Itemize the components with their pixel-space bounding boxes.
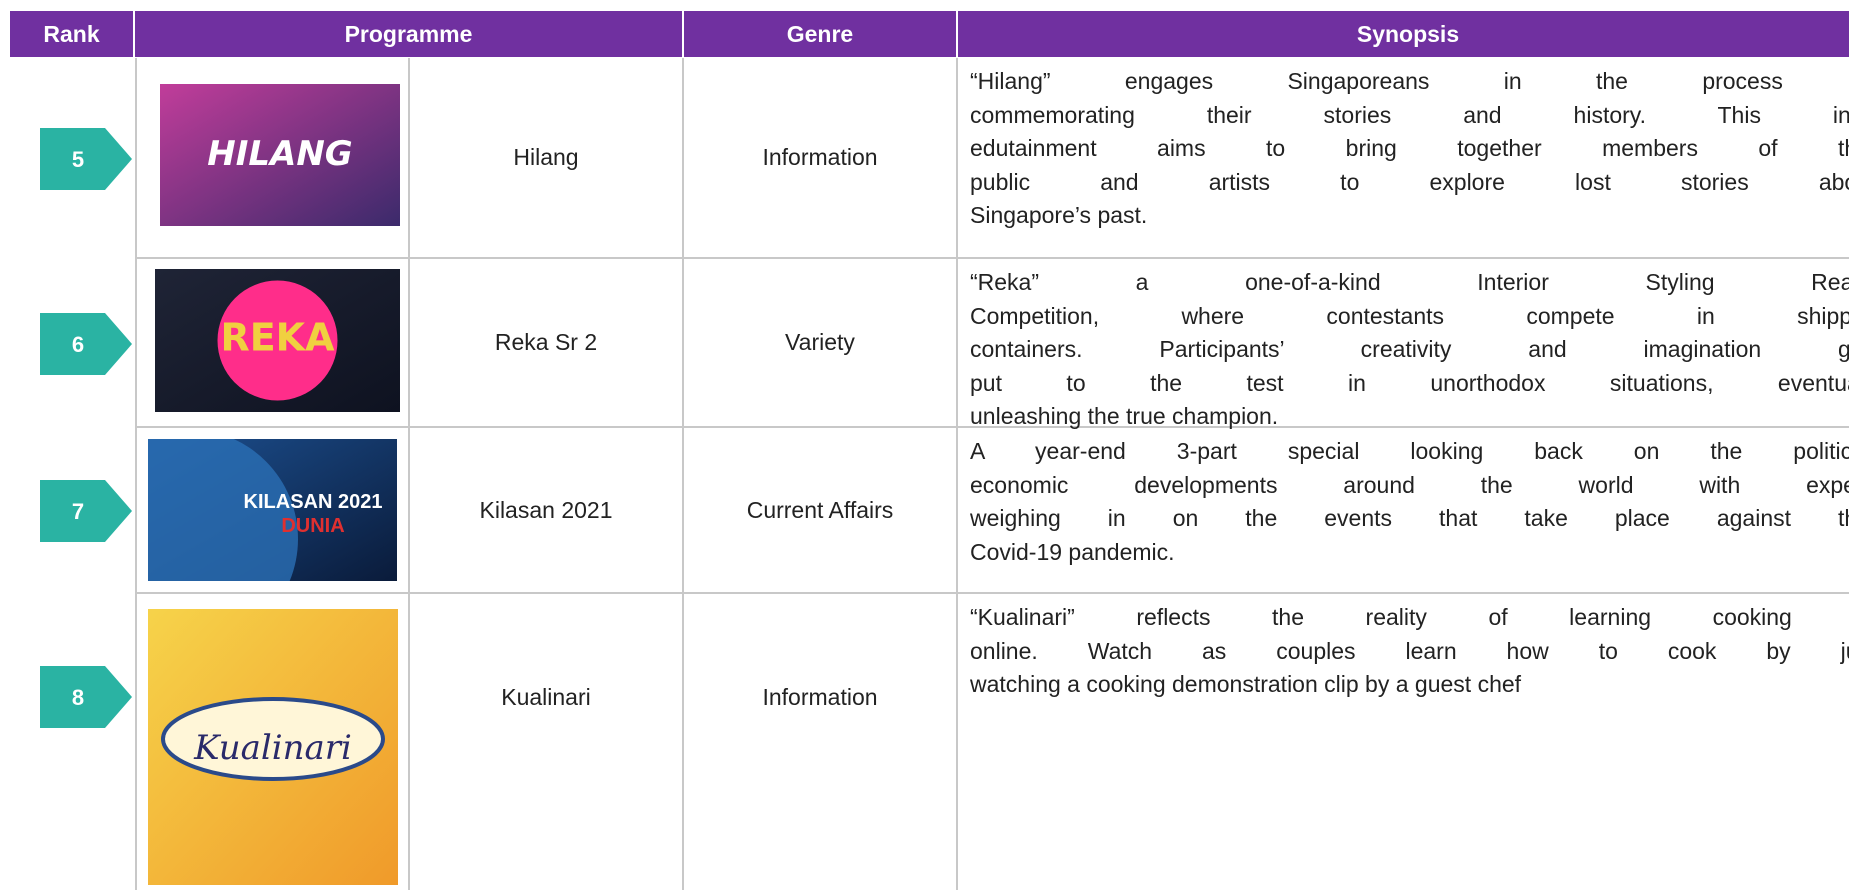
- header-cell: Programme: [135, 11, 684, 57]
- synopsis-line: unleashing the true champion.: [970, 403, 1279, 429]
- genre-cell: Information: [684, 58, 958, 259]
- rank-badge: 7: [40, 480, 132, 542]
- rank-badge: 5: [40, 127, 132, 190]
- synopsis-line: online. Watch as couples learn how to co…: [970, 637, 1849, 664]
- thumbnail-text: HILANG: [207, 134, 352, 174]
- rank-number: 5: [72, 147, 84, 172]
- thumbnail: HILANG: [160, 84, 400, 226]
- rank-number: 7: [72, 499, 84, 524]
- rank-badge: 8: [40, 666, 132, 728]
- synopsis-cell: [958, 259, 1849, 428]
- thumbnail-text: KILASAN 2021: [244, 491, 383, 513]
- thumbnail: REKA: [155, 269, 400, 412]
- thumbnail: Kualinari: [148, 609, 398, 885]
- thumbnail-text: DUNIA: [281, 515, 344, 537]
- rank-number: 8: [72, 685, 84, 710]
- programme-cell: Reka Sr 2: [410, 259, 684, 428]
- row-thumb-cell: [135, 594, 410, 890]
- rank-number: 6: [72, 332, 84, 357]
- rank-arrow: [40, 480, 132, 542]
- rank-badge: 6: [40, 312, 132, 375]
- synopsis-line: “Hilang” engages Singaporeans in the pro…: [970, 68, 1849, 94]
- header-cell: Synopsis: [958, 11, 1849, 57]
- globe: [148, 439, 298, 581]
- row-thumb-cell: [135, 58, 410, 259]
- programme-cell: Hilang: [410, 58, 684, 259]
- thumbnail-text: REKA: [220, 316, 335, 360]
- synopsis-line: put to the test in unorthodox situations…: [970, 369, 1849, 396]
- synopsis-line: “Kualinari” reflects the reality of lear…: [970, 604, 1849, 630]
- synopsis-line: Competition, where contestants compete i…: [970, 302, 1849, 329]
- pan: [161, 697, 385, 781]
- synopsis-line: Covid-19 pandemic.: [970, 538, 1175, 565]
- synopsis-line: A year-end 3-part special looking back o…: [970, 438, 1849, 464]
- thumb-bg: [160, 84, 400, 226]
- rank-arrow: [40, 127, 132, 190]
- row-thumb-cell: [135, 259, 410, 428]
- synopsis-cell: [958, 428, 1849, 594]
- synopsis-line: public and artists to explore lost stori…: [970, 168, 1849, 195]
- genre-cell: Variety: [684, 259, 958, 428]
- neon-circle: [217, 280, 338, 401]
- synopsis-cell: [958, 58, 1849, 259]
- synopsis-line: watching a cooking demonstration clip by…: [970, 671, 1522, 697]
- synopsis-line: “Reka” a one-of-a-kind Interior Styling …: [970, 269, 1849, 295]
- synopsis-line: weighing in on the events that take plac…: [970, 505, 1849, 531]
- rank-arrow: [40, 312, 132, 375]
- synopsis-line: edutainment aims to bring together membe…: [970, 135, 1849, 161]
- synopsis-line: commemorating their stories and history.…: [970, 101, 1849, 128]
- rank-arrow: [40, 666, 132, 728]
- programme-cell: Kilasan 2021: [410, 428, 684, 594]
- header-cell: Rank: [10, 11, 135, 57]
- row-thumb-cell: [135, 428, 410, 594]
- genre-cell: Current Affairs: [684, 428, 958, 594]
- thumbnail-text: Kualinari: [193, 728, 352, 768]
- synopsis-line: Singapore’s past.: [970, 202, 1148, 228]
- synopsis-line: containers. Participants’ creativity and…: [970, 336, 1849, 362]
- synopsis-line: economic developments around the world w…: [970, 471, 1849, 498]
- header-cell: Genre: [684, 11, 958, 57]
- genre-cell: Information: [684, 594, 958, 890]
- programme-cell: Kualinari: [410, 594, 684, 890]
